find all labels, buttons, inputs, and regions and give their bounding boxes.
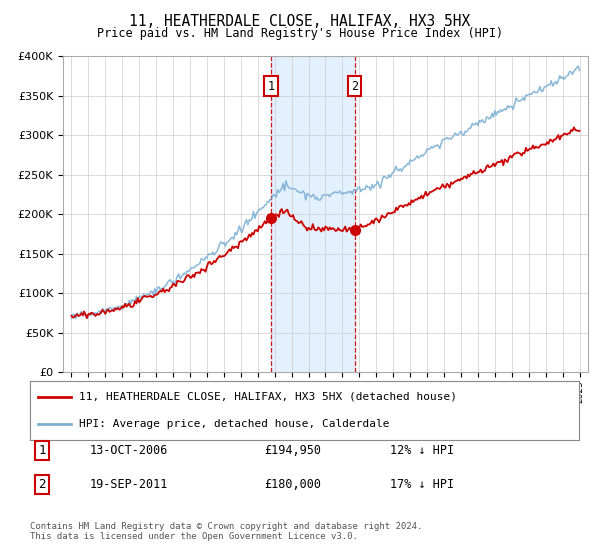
Text: 1: 1 bbox=[38, 444, 46, 458]
Text: 2: 2 bbox=[38, 478, 46, 491]
Text: 19-SEP-2011: 19-SEP-2011 bbox=[90, 478, 169, 491]
Text: 11, HEATHERDALE CLOSE, HALIFAX, HX3 5HX: 11, HEATHERDALE CLOSE, HALIFAX, HX3 5HX bbox=[130, 14, 470, 29]
Text: Contains HM Land Registry data © Crown copyright and database right 2024.
This d: Contains HM Land Registry data © Crown c… bbox=[30, 522, 422, 542]
Text: 2: 2 bbox=[351, 80, 358, 92]
Text: Price paid vs. HM Land Registry's House Price Index (HPI): Price paid vs. HM Land Registry's House … bbox=[97, 27, 503, 40]
Text: 12% ↓ HPI: 12% ↓ HPI bbox=[390, 444, 454, 458]
Text: 11, HEATHERDALE CLOSE, HALIFAX, HX3 5HX (detached house): 11, HEATHERDALE CLOSE, HALIFAX, HX3 5HX … bbox=[79, 391, 457, 402]
Text: 17% ↓ HPI: 17% ↓ HPI bbox=[390, 478, 454, 491]
Text: 13-OCT-2006: 13-OCT-2006 bbox=[90, 444, 169, 458]
Text: £194,950: £194,950 bbox=[264, 444, 321, 458]
Bar bbox=[271, 56, 355, 372]
Text: 1: 1 bbox=[268, 80, 275, 92]
Text: HPI: Average price, detached house, Calderdale: HPI: Average price, detached house, Cald… bbox=[79, 419, 390, 429]
Text: £180,000: £180,000 bbox=[264, 478, 321, 491]
